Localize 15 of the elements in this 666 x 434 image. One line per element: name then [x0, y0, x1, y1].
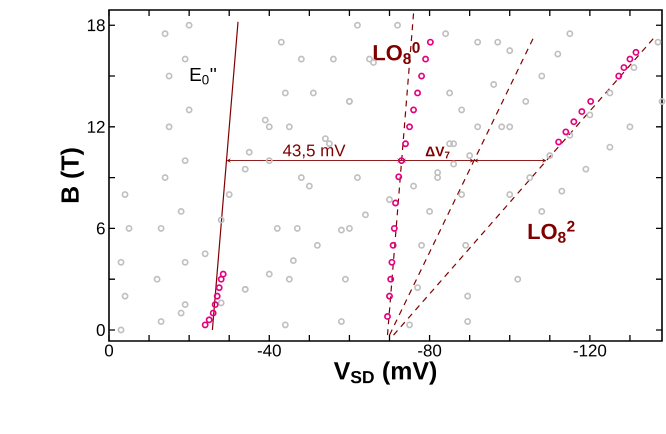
annotation: 43,5 mV [282, 144, 346, 158]
annotation: E$_{0}$'' [190, 68, 216, 84]
annotation: ΔV$_{7}$ [426, 146, 450, 158]
x-axis-title: V$_{SD}$ (mV) [334, 361, 436, 385]
x-tick-label: -80 [418, 344, 442, 357]
annotation: LO$_{8}$0 [374, 42, 420, 64]
y-tick-label: 6 [96, 222, 105, 234]
y-axis-title: B (T) [60, 148, 84, 202]
y-tick-label: 12 [88, 120, 105, 133]
x-tick-label: -40 [258, 344, 281, 357]
y-tick-label: 18 [88, 19, 105, 32]
x-tick-label: -120 [574, 344, 606, 357]
x-tick-label: 0 [104, 344, 114, 357]
annotation: LO$_{8}$2 [528, 220, 575, 243]
y-tick-label: 0 [96, 324, 105, 336]
